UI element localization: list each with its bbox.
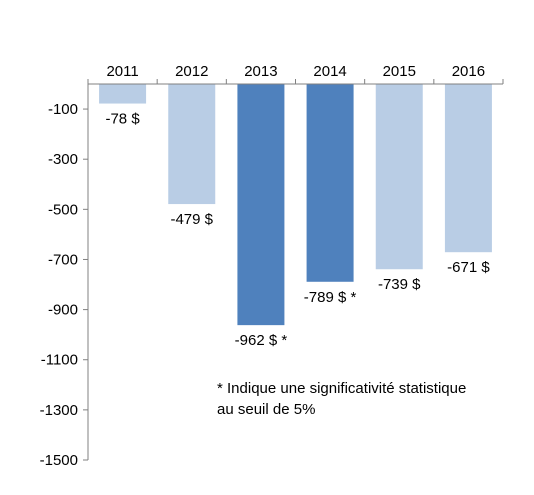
- y-tick-label-7: -1500: [40, 452, 78, 469]
- bar-2011: [99, 84, 147, 104]
- data-label-2015: -739 $: [378, 276, 421, 293]
- significance-note-line-2: au seuil de 5%: [217, 401, 315, 418]
- y-tick-label-4: -900: [48, 302, 78, 319]
- y-tick-label-1: -300: [48, 151, 78, 168]
- bar-2014: [306, 84, 354, 282]
- data-label-2012: -479 $: [170, 211, 213, 228]
- bar-2016: [444, 84, 492, 253]
- y-tick-label-0: -100: [48, 101, 78, 118]
- y-tick-label-2: -500: [48, 201, 78, 218]
- data-label-2011: -78 $: [105, 111, 140, 128]
- y-tick-label-6: -1300: [40, 402, 78, 419]
- category-label-2015: 2015: [383, 63, 416, 80]
- category-label-2013: 2013: [244, 63, 277, 80]
- labels-layer: -78 $ 2011 -479 $ 2012 -962 $ * 2013 -789 $ * 2…: [40, 63, 491, 469]
- y-tick-label-3: -700: [48, 251, 78, 268]
- y-tick-label-5: -1100: [41, 352, 78, 369]
- category-label-2012: 2012: [175, 63, 208, 80]
- category-label-2014: 2014: [313, 63, 346, 80]
- data-label-2013: -962 $ *: [235, 332, 288, 349]
- axes-layer: [83, 79, 504, 461]
- data-label-2014: -789 $ *: [304, 289, 357, 306]
- category-label-2016: 2016: [452, 63, 485, 80]
- category-label-2011: 2011: [106, 63, 138, 80]
- significance-note-line-1: * Indique une significativité statistiqu…: [217, 380, 466, 397]
- bar-2015: [375, 84, 423, 270]
- bar-2013: [237, 84, 285, 326]
- bar-2012: [168, 84, 216, 205]
- bars-layer: [99, 84, 492, 326]
- data-label-2016: -671 $: [447, 259, 490, 276]
